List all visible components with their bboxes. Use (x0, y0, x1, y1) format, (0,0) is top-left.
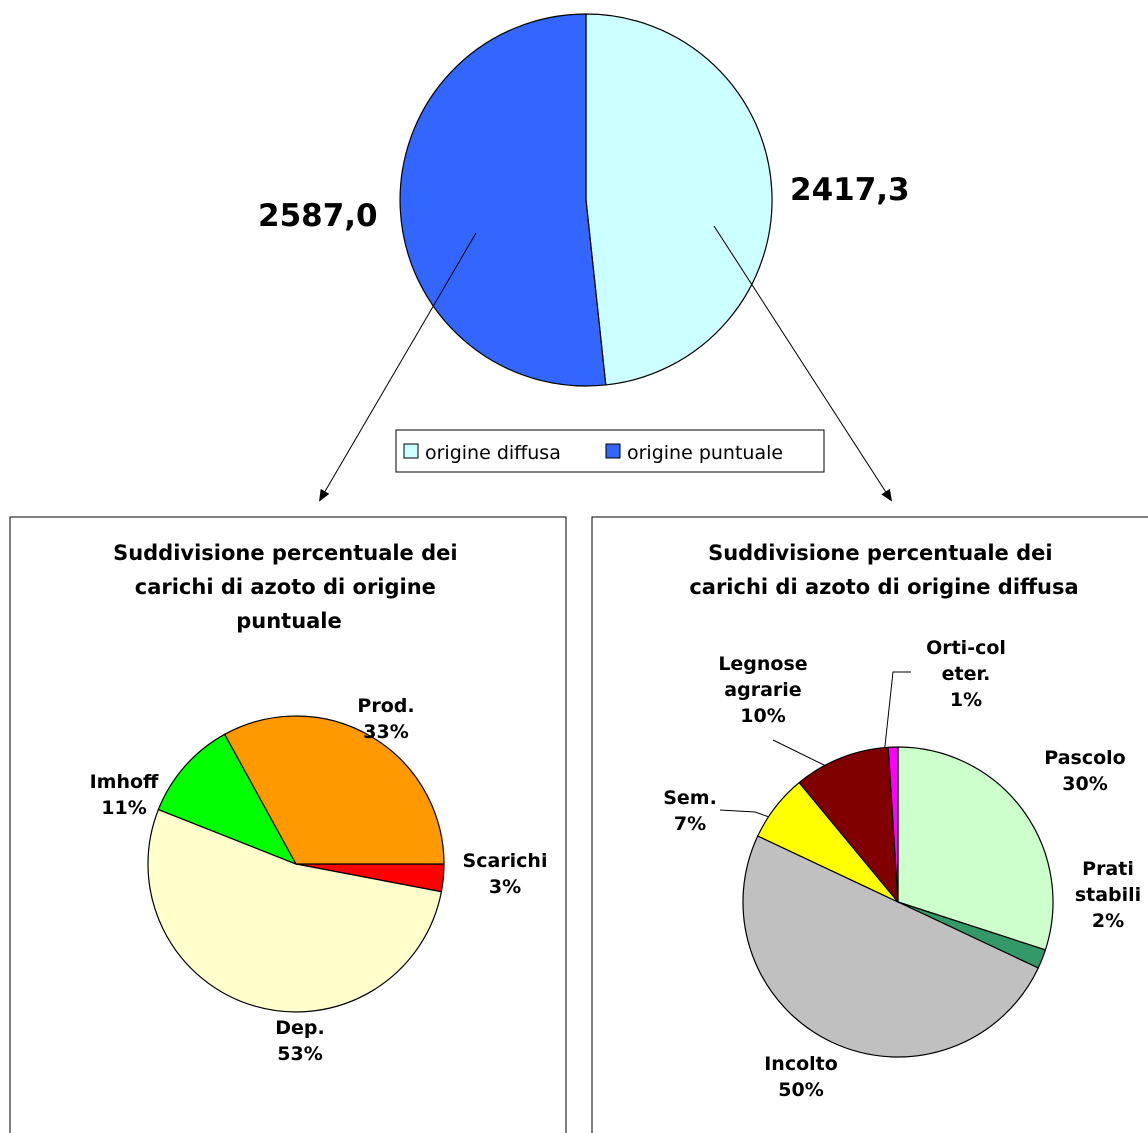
data-label-line: 10% (740, 705, 785, 727)
legend-label-puntuale: origine puntuale (627, 442, 783, 464)
data-label-line: 30% (1062, 773, 1107, 795)
pie-slice-dep (147, 808, 443, 1013)
data-label-line: 1% (950, 689, 982, 711)
main-pie-chart: 2417,3 2587,0 origine diffusa origine pu… (258, 13, 910, 473)
data-label-line: 2% (1092, 910, 1124, 932)
data-label-prod: Prod. 33% (357, 695, 414, 743)
main-pie-slices (399, 13, 773, 387)
pie-slice-origine-puntuale (399, 13, 607, 387)
data-label-line: 53% (277, 1043, 322, 1065)
data-label-pascolo: Pascolo 30% (1044, 747, 1125, 795)
puntuale-title-line-1: Suddivisione percentuale dei (113, 541, 458, 565)
legend-swatch-puntuale (605, 443, 621, 459)
data-label-line: 7% (674, 813, 706, 835)
pie-slice-origine-diffusa (585, 13, 773, 386)
legend-label-diffusa: origine diffusa (425, 442, 561, 464)
data-label-line: Imhoff (90, 771, 159, 793)
pie-slice-imhoff (157, 733, 298, 866)
data-label-dep: Dep. 53% (275, 1017, 324, 1065)
pie-slice-incolto (742, 835, 1040, 1058)
leader-sem (719, 809, 773, 819)
data-label-line: eter. (942, 663, 991, 685)
pie-slice-pascolo (897, 746, 1054, 951)
diffusa-chart-title: Suddivisione percentuale dei carichi di … (689, 541, 1078, 599)
diffusa-pie-slices (742, 746, 1054, 1058)
data-label-line: Orti-col (926, 637, 1006, 659)
data-label-incolto: Incolto 50% (764, 1053, 838, 1101)
pie-slice-orti-col-eter (887, 746, 899, 903)
data-label-prati-stabili: Prati stabili 2% (1075, 858, 1141, 932)
diffusa-title-line-1: Suddivisione percentuale dei (708, 541, 1053, 565)
arrow-to-puntuale-chart (318, 232, 477, 502)
puntuale-title-line-2: carichi di azoto di origine (135, 575, 436, 599)
data-label-line: Sem. (663, 787, 717, 809)
data-label-imhoff: Imhoff 11% (90, 771, 159, 819)
puntuale-chart: Suddivisione percentuale dei carichi di … (9, 516, 567, 1133)
diffusa-chart: Suddivisione percentuale dei carichi di … (591, 516, 1148, 1133)
data-label-legnose-agrarie: Legnose agrarie 10% (718, 653, 807, 727)
pie-slice-prod (223, 715, 445, 865)
data-label-line: agrarie (724, 679, 801, 701)
diffusa-title-line-2: carichi di azoto di origine diffusa (689, 575, 1078, 599)
data-label-orti-col-eter: Orti-col eter. 1% (926, 637, 1006, 711)
data-label-line: stabili (1075, 884, 1141, 906)
data-label-line: 50% (778, 1079, 823, 1101)
data-label-line: Incolto (764, 1053, 838, 1075)
leader-orti (883, 671, 911, 756)
pie-slice-legnose-agrarie (798, 746, 899, 904)
arrow-to-diffusa-chart (713, 225, 893, 502)
data-label-line: 33% (363, 721, 408, 743)
puntuale-title-line-3: puntuale (236, 609, 342, 633)
data-label-line: Dep. (275, 1017, 324, 1039)
puntuale-chart-title: Suddivisione percentuale dei carichi di … (113, 541, 465, 633)
data-label-line: Pascolo (1044, 747, 1125, 769)
data-label-line: Legnose (718, 653, 807, 675)
data-label-line: 11% (101, 797, 146, 819)
puntuale-slice-labels: Scarichi 3% Dep. 53% Imhoff 11% Prod. 33% (90, 695, 548, 1065)
main-legend: origine diffusa origine puntuale (395, 429, 825, 473)
data-label-line: Prod. (357, 695, 414, 717)
data-label-scarichi: Scarichi 3% (463, 850, 548, 898)
main-data-label-diffusa: 2417,3 (790, 172, 910, 208)
data-label-line: Scarichi (463, 850, 548, 872)
data-label-line: 3% (489, 876, 521, 898)
data-label-line: Prati (1082, 858, 1134, 880)
puntuale-pie-slices (147, 715, 445, 1013)
legend-swatch-diffusa (403, 443, 419, 459)
data-label-sem: Sem. 7% (663, 787, 717, 835)
main-data-label-puntuale: 2587,0 (258, 198, 378, 234)
diffusa-slice-labels: Pascolo 30% Prati stabili 2% Incolto 50% Sem. 7%… (663, 637, 1141, 1101)
